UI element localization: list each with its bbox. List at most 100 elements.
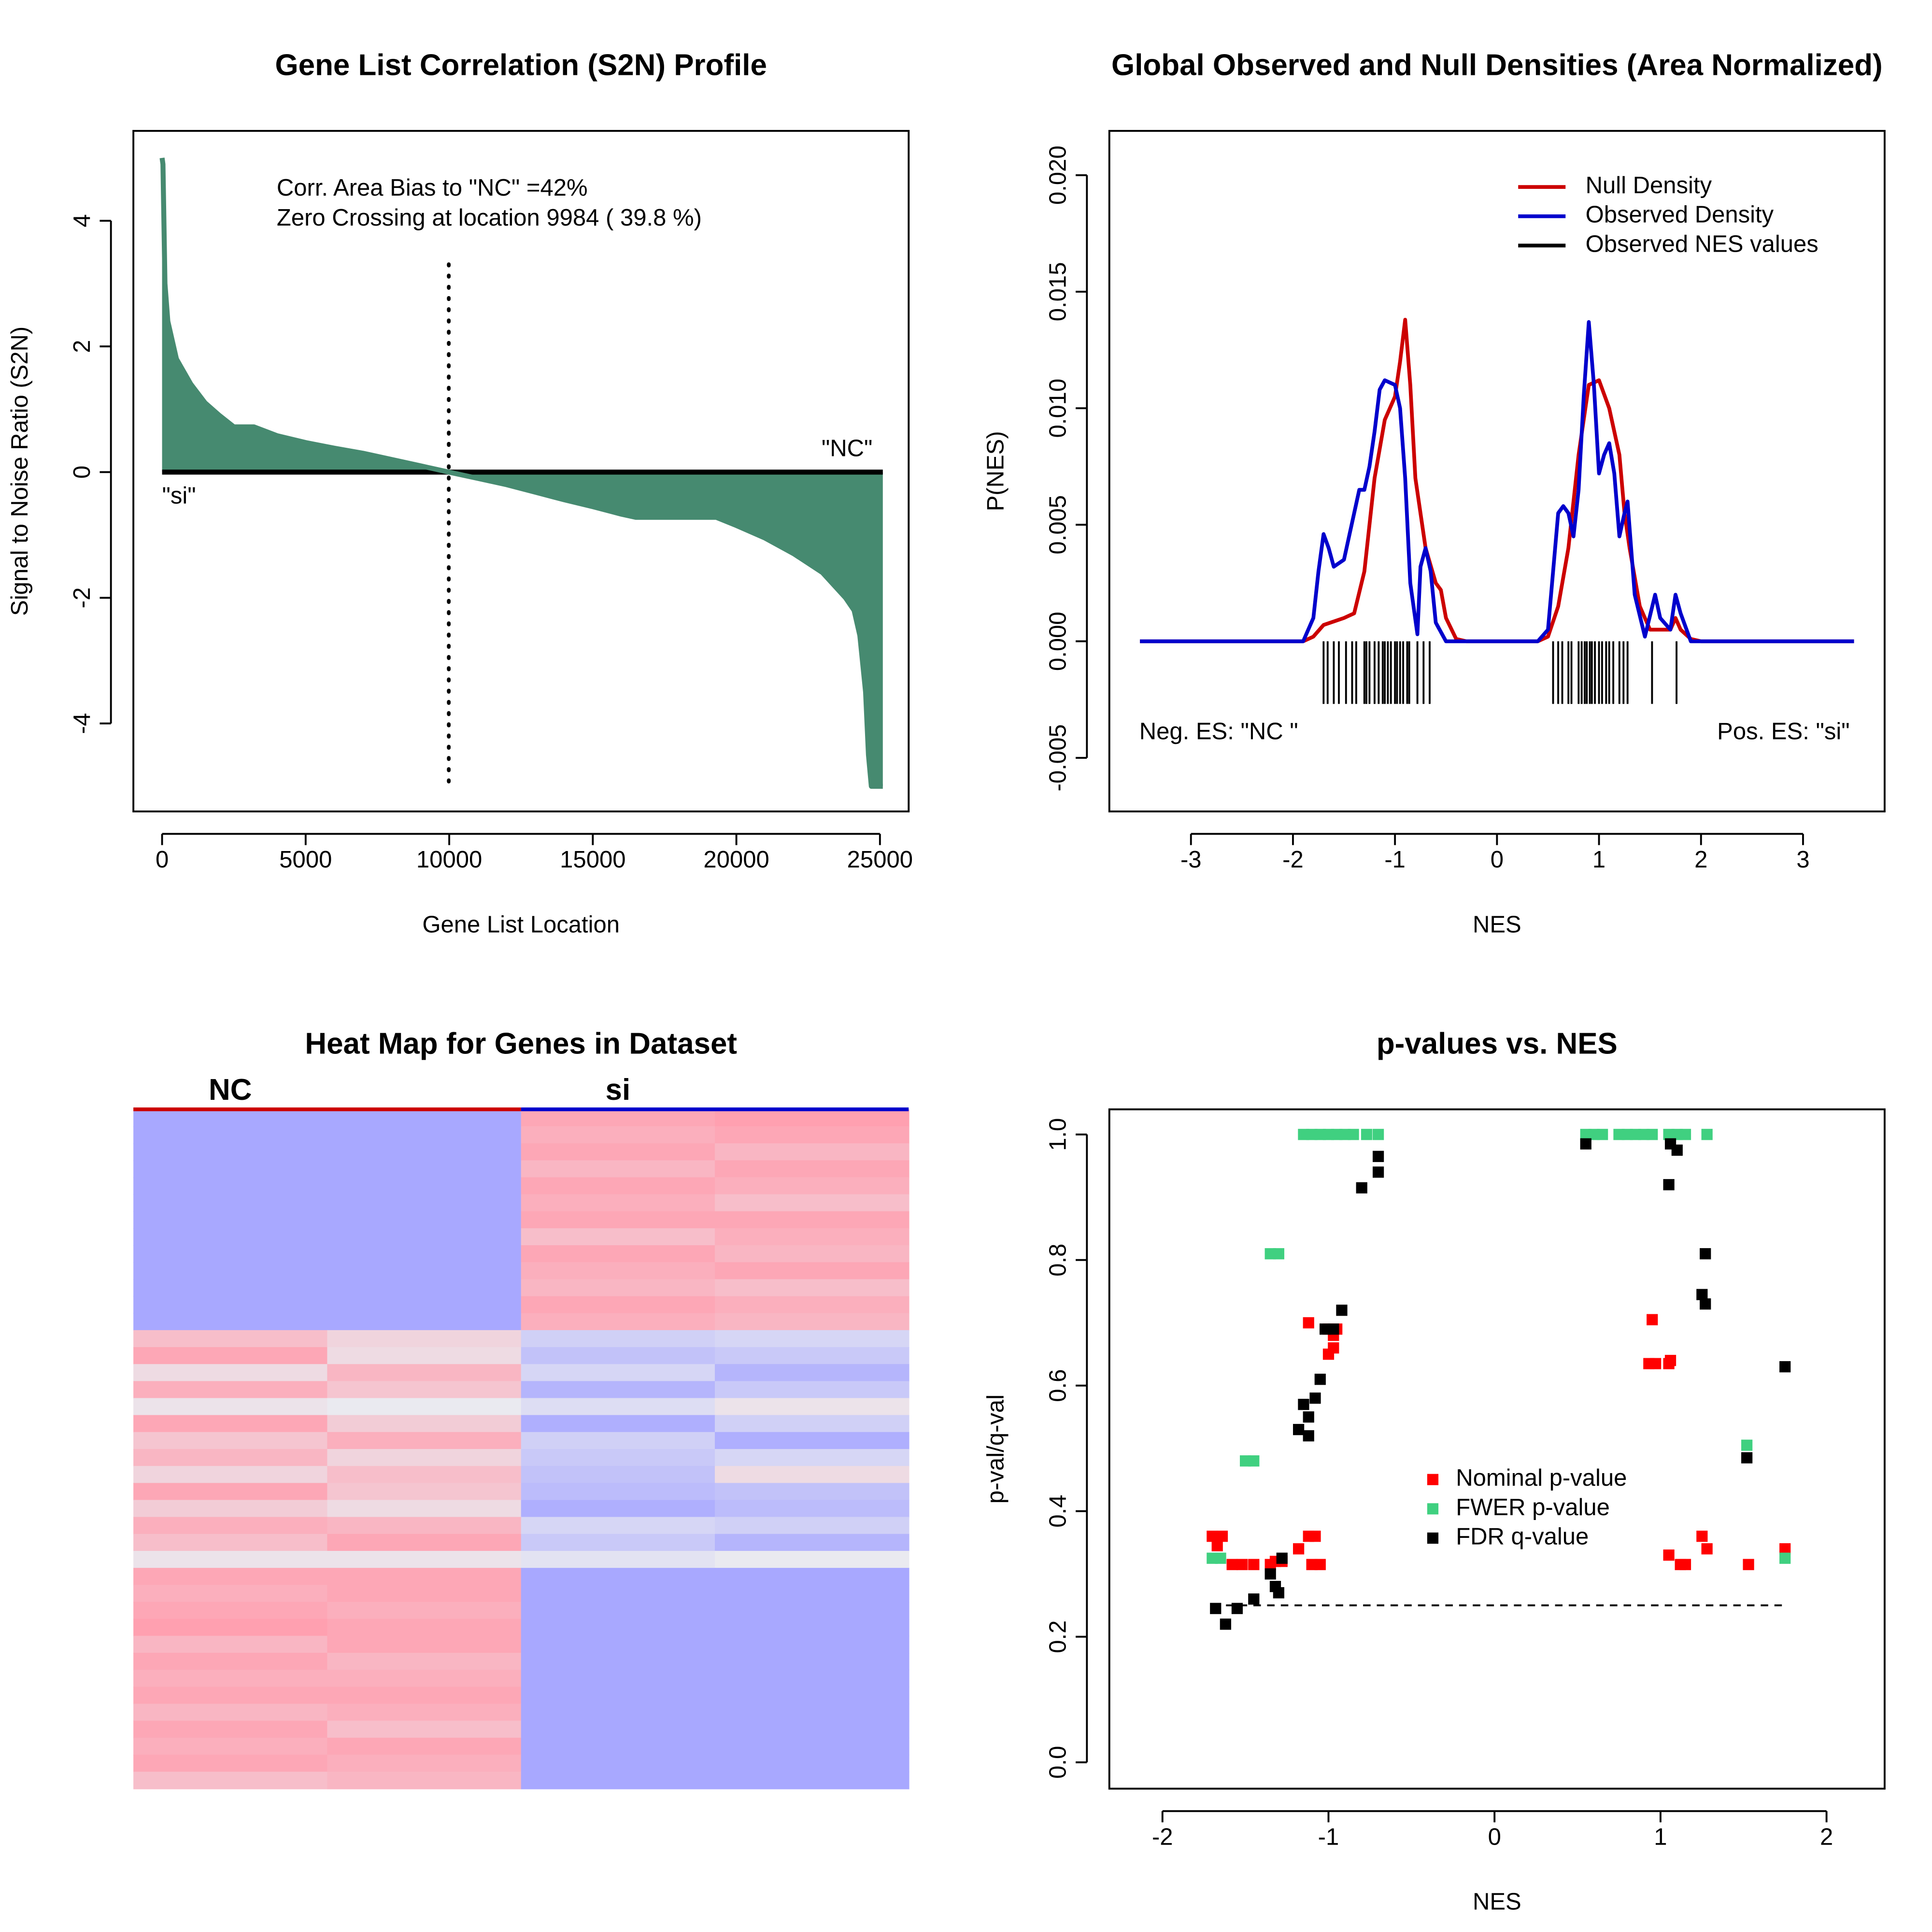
x-axis-label: Gene List Location xyxy=(422,911,620,938)
heatmap-cell xyxy=(521,1279,716,1297)
heatmap-cell xyxy=(327,1296,522,1314)
heatmap-cell xyxy=(521,1228,716,1246)
y-tick-label: 0.4 xyxy=(1045,1495,1071,1528)
heatmap-cell xyxy=(133,1432,328,1450)
heatmap-cell xyxy=(521,1381,716,1399)
point xyxy=(1696,1289,1708,1300)
y-tick-label: 0.000 xyxy=(1045,611,1071,671)
heatmap-cell xyxy=(327,1262,522,1280)
heatmap-cell xyxy=(715,1670,909,1688)
heatmap-cell xyxy=(133,1500,328,1518)
heatmap-cell xyxy=(521,1432,716,1450)
heatmap-cell xyxy=(715,1160,909,1178)
heatmap-cell xyxy=(327,1449,522,1467)
heatmap-cell xyxy=(521,1772,716,1790)
heatmap-cell xyxy=(327,1704,522,1721)
heatmap-cell xyxy=(715,1262,909,1280)
heatmap-cell xyxy=(133,1466,328,1484)
heatmap-cell xyxy=(327,1330,522,1348)
heatmap-cell xyxy=(133,1126,328,1144)
point xyxy=(1298,1399,1309,1410)
heatmap-cell xyxy=(327,1754,522,1773)
heatmap-cell xyxy=(327,1228,522,1246)
x-tick-label: 2 xyxy=(1694,847,1707,873)
heatmap-cell xyxy=(327,1364,522,1382)
y-tick-label: 0.0 xyxy=(1045,1746,1071,1779)
annotation: Zero Crossing at location 9984 ( 39.8 %) xyxy=(277,205,702,231)
heatmap-cell xyxy=(715,1211,909,1229)
heatmap-cell xyxy=(521,1177,716,1195)
heatmap-cell xyxy=(327,1211,522,1229)
heatmap-cell xyxy=(715,1687,909,1705)
heatmap-cell xyxy=(327,1347,522,1365)
heatmap-cell xyxy=(715,1550,909,1569)
point xyxy=(1580,1138,1591,1150)
point xyxy=(1226,1559,1238,1570)
heatmap-cell xyxy=(133,1194,328,1212)
heatmap-cell xyxy=(327,1568,522,1586)
point xyxy=(1700,1298,1711,1310)
heatmap-cell xyxy=(133,1534,328,1552)
legend-label: FDR q-value xyxy=(1456,1523,1589,1549)
point xyxy=(1303,1430,1314,1442)
heatmap-cell xyxy=(715,1483,909,1501)
y-axis-label: Signal to Noise Ratio (S2N) xyxy=(7,327,33,616)
point xyxy=(1361,1129,1373,1140)
y-tick-label: 0.8 xyxy=(1045,1244,1071,1277)
y-tick-label: 2 xyxy=(69,340,95,353)
legend-label: Observed NES values xyxy=(1586,231,1818,257)
heatmap-cell xyxy=(133,1347,328,1365)
annotation: "si" xyxy=(162,483,196,509)
heatmap-cell xyxy=(521,1635,716,1654)
heatmap-cell xyxy=(327,1381,522,1399)
plot-frame xyxy=(1108,130,1886,812)
point xyxy=(1236,1559,1248,1570)
point xyxy=(1309,1392,1321,1404)
y-tick-label: 0.6 xyxy=(1045,1369,1071,1402)
heatmap-cell xyxy=(715,1126,909,1144)
heatmap-cell xyxy=(521,1652,716,1671)
heatmap-cell xyxy=(133,1143,328,1161)
y-tick-label: 0.005 xyxy=(1045,495,1071,554)
heatmap-cell xyxy=(327,1313,522,1331)
y-tick-label: 0 xyxy=(69,466,95,479)
y-tick-label: -0.005 xyxy=(1045,724,1071,792)
heatmap-cell xyxy=(327,1652,522,1671)
point xyxy=(1293,1424,1305,1435)
heatmap-cell xyxy=(715,1772,909,1790)
heatmap-cell xyxy=(715,1364,909,1382)
heatmap-cell xyxy=(133,1652,328,1671)
point xyxy=(1372,1166,1384,1178)
heatmap-cell xyxy=(133,1364,328,1382)
heatmap-cell xyxy=(133,1568,328,1586)
legend-swatch xyxy=(1427,1474,1439,1485)
heatmap-cell xyxy=(327,1670,522,1688)
heatmap-cell xyxy=(521,1500,716,1518)
point xyxy=(1211,1540,1223,1551)
heatmap-cell xyxy=(715,1737,909,1756)
heatmap-cell xyxy=(715,1568,909,1586)
x-tick-label: 3 xyxy=(1796,847,1809,873)
heatmap-cell xyxy=(327,1177,522,1195)
heatmap-cell xyxy=(715,1635,909,1654)
point xyxy=(1220,1619,1231,1630)
heatmap-cell xyxy=(715,1500,909,1518)
point xyxy=(1663,1549,1675,1561)
heatmap-cell xyxy=(133,1381,328,1399)
x-tick-label: 20000 xyxy=(703,847,769,873)
point xyxy=(1372,1129,1384,1140)
point xyxy=(1743,1559,1754,1570)
x-tick-label: 2 xyxy=(1820,1824,1833,1850)
heatmap-cell xyxy=(521,1398,716,1416)
x-tick-label: -2 xyxy=(1282,847,1304,873)
heatmap-cell xyxy=(521,1466,716,1484)
point xyxy=(1207,1531,1218,1542)
heatmap-cell xyxy=(133,1228,328,1246)
heatmap-cell xyxy=(521,1143,716,1161)
point xyxy=(1779,1543,1791,1555)
heatmap-cell xyxy=(133,1313,328,1331)
heatmap-cell xyxy=(133,1517,328,1535)
point xyxy=(1314,1374,1326,1385)
